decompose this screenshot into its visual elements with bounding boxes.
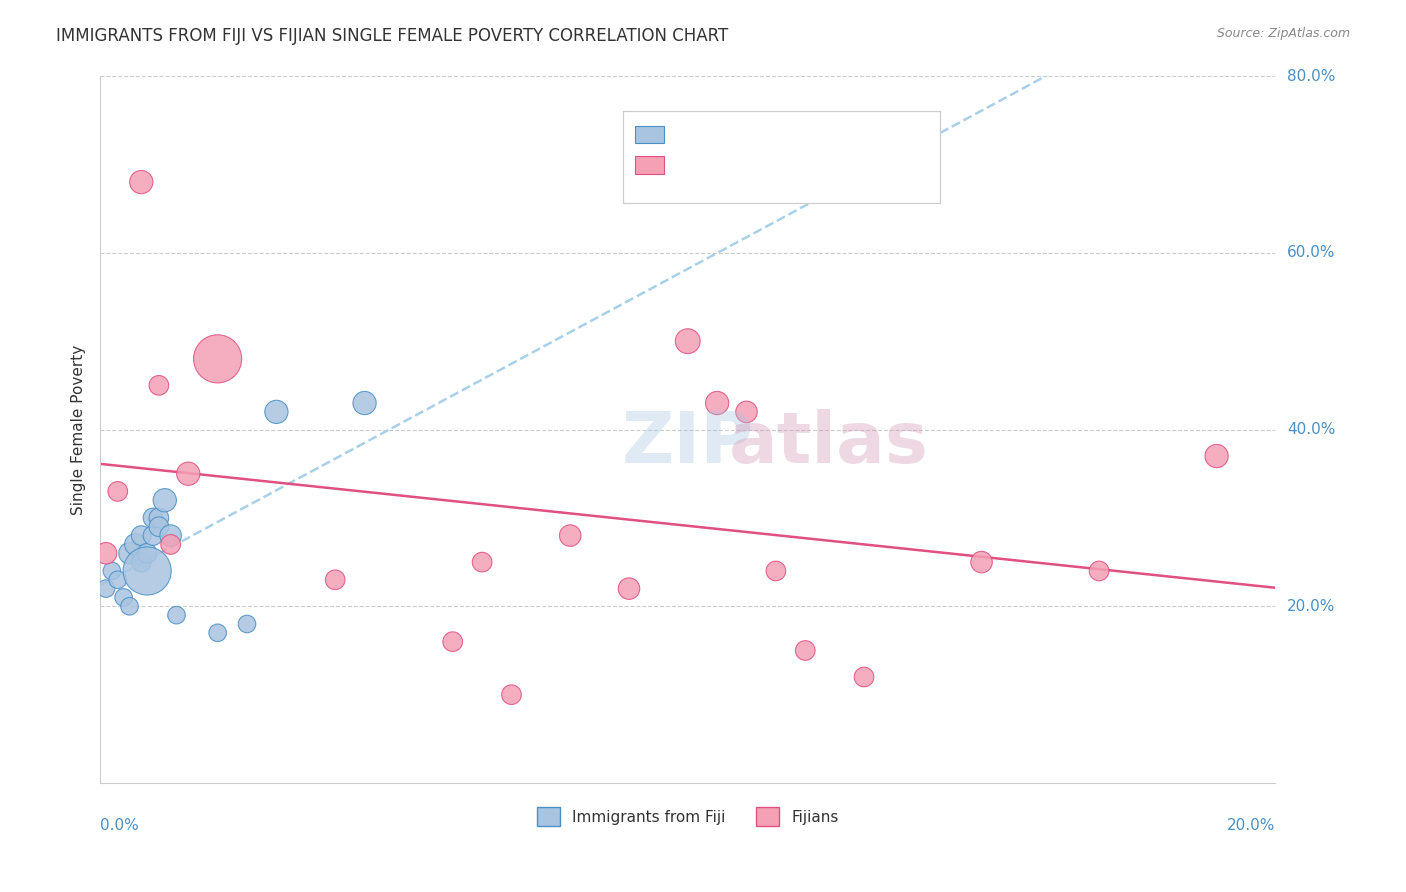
Legend: Immigrants from Fiji, Fijians: Immigrants from Fiji, Fijians [531, 801, 845, 832]
Point [236, 617, 259, 632]
Point [353, 396, 375, 410]
Text: 0.0%: 0.0% [100, 818, 139, 833]
Text: R = 0.239: R = 0.239 [671, 158, 754, 173]
Text: 80.0%: 80.0% [1286, 69, 1336, 84]
Point [323, 573, 346, 587]
Point [148, 520, 170, 534]
Point [166, 608, 188, 623]
Point [124, 537, 146, 551]
Point [617, 582, 640, 596]
Point [676, 334, 699, 348]
Point [107, 573, 129, 587]
Point [441, 634, 464, 648]
Point [118, 599, 141, 614]
Text: 40.0%: 40.0% [1286, 422, 1336, 437]
Point [153, 493, 176, 508]
Point [207, 625, 229, 640]
Point [765, 564, 787, 578]
Point [207, 351, 229, 366]
Point [501, 688, 523, 702]
Y-axis label: Single Female Poverty: Single Female Poverty [72, 344, 86, 515]
Text: Source: ZipAtlas.com: Source: ZipAtlas.com [1216, 27, 1350, 40]
Point [1088, 564, 1111, 578]
Point [142, 511, 165, 525]
Point [129, 555, 152, 569]
Point [706, 396, 728, 410]
Point [159, 528, 181, 542]
Point [136, 546, 159, 560]
Point [177, 467, 200, 481]
Point [129, 175, 152, 189]
Point [266, 405, 288, 419]
Bar [636, 126, 664, 144]
Text: ZIP: ZIP [621, 409, 754, 478]
Point [94, 546, 117, 560]
Text: 20.0%: 20.0% [1227, 818, 1275, 833]
Text: IMMIGRANTS FROM FIJI VS FIJIAN SINGLE FEMALE POVERTY CORRELATION CHART: IMMIGRANTS FROM FIJI VS FIJIAN SINGLE FE… [56, 27, 728, 45]
Point [148, 511, 170, 525]
Point [118, 546, 141, 560]
Point [101, 564, 124, 578]
Point [129, 528, 152, 542]
Point [142, 528, 165, 542]
Bar [636, 156, 664, 174]
Point [853, 670, 876, 684]
Point [148, 378, 170, 392]
Point [735, 405, 758, 419]
Text: 60.0%: 60.0% [1286, 245, 1336, 260]
Text: 20.0%: 20.0% [1286, 599, 1336, 614]
Point [107, 484, 129, 499]
Point [970, 555, 993, 569]
Text: N = 22: N = 22 [800, 158, 856, 173]
Point [560, 528, 582, 542]
Point [112, 591, 135, 605]
Point [136, 564, 159, 578]
Point [159, 537, 181, 551]
Text: N = 22: N = 22 [800, 128, 856, 142]
Text: atlas: atlas [728, 409, 929, 478]
Point [1205, 449, 1227, 463]
Point [794, 643, 817, 657]
Text: R = 0.398: R = 0.398 [671, 128, 754, 142]
Point [94, 582, 117, 596]
Point [471, 555, 494, 569]
